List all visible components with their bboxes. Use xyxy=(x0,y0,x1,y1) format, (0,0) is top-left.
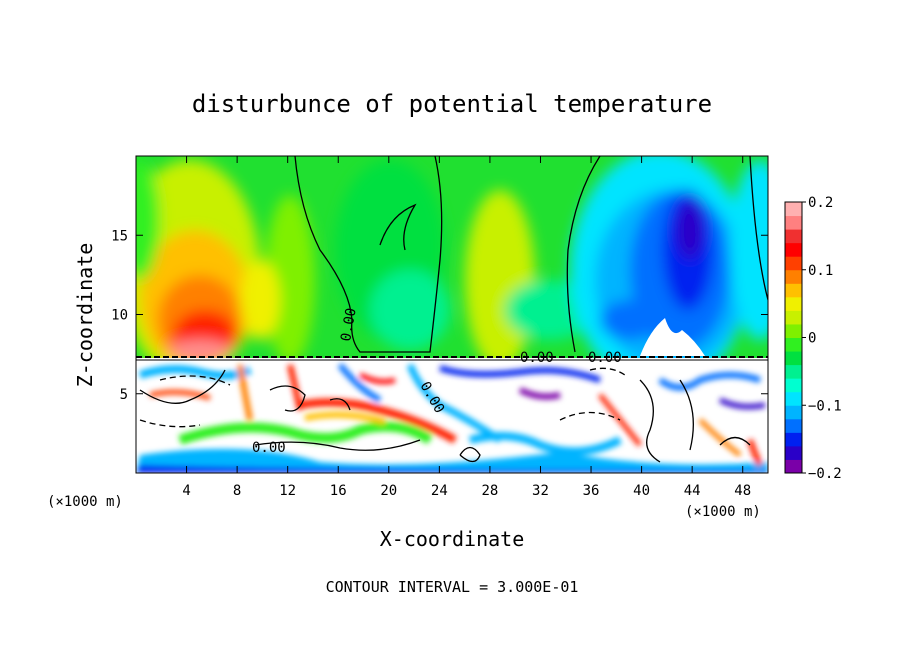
x-tick-label: 4 xyxy=(182,483,190,499)
contour-label: 0.00 xyxy=(252,440,286,456)
colorbar-swatch xyxy=(785,351,802,366)
colorbar-swatch xyxy=(785,445,802,460)
colorbar-tick-label: 0.2 xyxy=(808,195,833,211)
colorbar-swatch xyxy=(785,337,802,352)
chart-title: disturbunce of potential temperature xyxy=(192,90,712,118)
colorbar-swatch xyxy=(785,229,802,244)
x-axis: 4 8 12 16 20 24 28 32 36 40 44 48 xyxy=(182,156,751,499)
colorbar-swatch xyxy=(785,215,802,230)
colorbar-swatch xyxy=(785,364,802,379)
x-tick-label: 32 xyxy=(532,483,549,499)
colorbar-swatch xyxy=(785,283,802,298)
colorbar-swatch xyxy=(785,459,802,474)
x-unit-right: (×1000 m) xyxy=(685,504,761,520)
colorbar-tick-label: 0 xyxy=(808,331,816,347)
x-axis-label: X-coordinate xyxy=(380,527,525,551)
colorbar-swatch xyxy=(785,391,802,406)
x-tick-label: 36 xyxy=(583,483,600,499)
y-tick-label: 15 xyxy=(111,228,128,244)
colorbar-swatch xyxy=(785,296,802,311)
x-tick-label: 8 xyxy=(233,483,241,499)
colorbar-swatch xyxy=(785,242,802,257)
x-tick-label: 44 xyxy=(684,483,701,499)
x-tick-label: 12 xyxy=(279,483,296,499)
colorbar-swatch xyxy=(785,418,802,433)
x-tick-label: 20 xyxy=(380,483,397,499)
colorbar-swatch xyxy=(785,405,802,420)
colorbar-tick-label: 0.1 xyxy=(808,263,833,279)
colorbar-swatch xyxy=(785,202,802,217)
colorbar-tick-label: −0.2 xyxy=(808,466,842,482)
colorbar-swatch xyxy=(785,256,802,271)
colorbar: 0.2 0.1 0 −0.1 −0.2 xyxy=(784,195,842,482)
colorbar-swatch xyxy=(785,310,802,325)
contour-label: 0.00 xyxy=(520,350,554,366)
colorbar-swatch xyxy=(785,269,802,284)
colorbar-swatch xyxy=(785,378,802,393)
y-axis-label: Z-coordinate xyxy=(73,243,97,388)
x-tick-label: 28 xyxy=(481,483,498,499)
colorbar-tick-label: −0.1 xyxy=(808,398,842,414)
contour-label: 0.00 xyxy=(338,307,360,343)
contour-interval-footer: CONTOUR INTERVAL = 3.000E-01 xyxy=(326,578,579,596)
colorbar-swatch xyxy=(785,323,802,338)
x-tick-label: 24 xyxy=(431,483,448,499)
x-unit-left: (×1000 m) xyxy=(47,494,123,510)
y-tick-label: 5 xyxy=(120,387,128,403)
colorbar-swatch xyxy=(785,432,802,447)
contour-label: 0.00 xyxy=(588,350,622,366)
x-tick-label: 40 xyxy=(633,483,650,499)
x-tick-label: 16 xyxy=(330,483,347,499)
y-tick-label: 10 xyxy=(111,308,128,324)
y-axis: 5 10 15 xyxy=(111,228,768,403)
heatmap-field: 0.00 0.00 0.00 0.00 0.00 xyxy=(136,156,768,473)
x-tick-label: 48 xyxy=(734,483,751,499)
